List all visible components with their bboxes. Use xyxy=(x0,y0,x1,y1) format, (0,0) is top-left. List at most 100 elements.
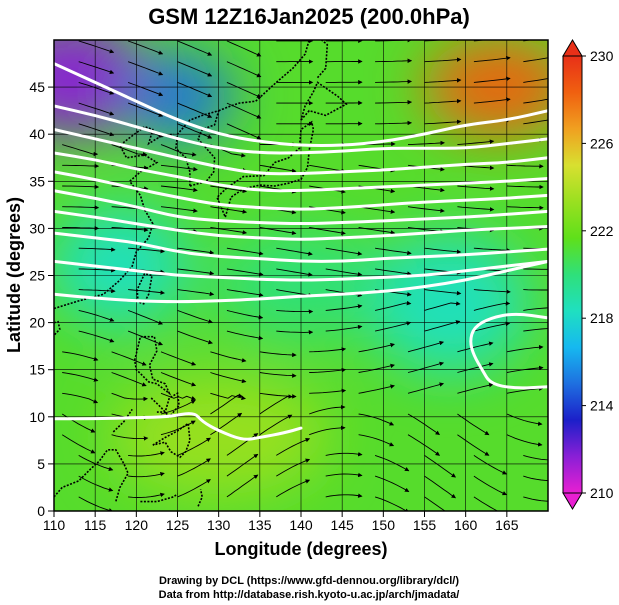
streamline xyxy=(177,123,213,139)
x-tick-label: 130 xyxy=(207,517,231,533)
streamline xyxy=(128,247,165,254)
y-tick-label: 15 xyxy=(29,362,45,378)
streamline xyxy=(523,328,548,332)
streamline xyxy=(407,140,445,146)
streamline xyxy=(424,119,462,125)
y-tick-label: 45 xyxy=(29,79,45,95)
streamline xyxy=(473,496,499,511)
white-contour-5 xyxy=(54,189,548,225)
credit-data: Data from http://database.rish.kyoto-u.a… xyxy=(159,589,460,601)
streamline xyxy=(226,123,262,140)
white-contour-1 xyxy=(54,104,548,155)
streamline xyxy=(259,394,293,415)
colorbar-tick-label: 218 xyxy=(590,310,614,326)
coastlines xyxy=(54,40,348,507)
streamline xyxy=(78,81,115,95)
streamline xyxy=(127,330,163,346)
streamline xyxy=(226,433,259,456)
streamline xyxy=(160,185,198,193)
streamline xyxy=(375,79,413,84)
streamline xyxy=(62,144,99,157)
streamline xyxy=(177,268,215,276)
streamline xyxy=(473,76,511,83)
streamline xyxy=(375,120,413,126)
streamline xyxy=(473,97,511,104)
streamline xyxy=(473,55,511,63)
streamline xyxy=(127,61,164,76)
streamline xyxy=(358,342,395,353)
streamline xyxy=(259,414,293,436)
streamline xyxy=(127,40,164,55)
coastline-manchuria xyxy=(218,40,310,112)
white-contour-subtropical xyxy=(469,312,548,390)
streamline xyxy=(375,247,412,256)
colorbar-tick-label: 214 xyxy=(590,398,614,414)
streamline xyxy=(160,420,196,436)
x-axis-title: Longitude (degrees) xyxy=(214,539,387,559)
streamline xyxy=(424,301,461,311)
streamline xyxy=(407,361,445,373)
streamline xyxy=(160,372,197,387)
streamline xyxy=(226,81,262,98)
streamline xyxy=(424,78,462,83)
y-tick-label: 30 xyxy=(29,220,45,236)
streamline xyxy=(61,434,96,454)
streamline xyxy=(177,309,213,324)
colorbar-min-arrow xyxy=(562,492,583,510)
streamline xyxy=(259,372,297,378)
streamline xyxy=(226,309,264,320)
streamline xyxy=(457,434,490,456)
streamline xyxy=(127,102,164,117)
streamline xyxy=(523,119,548,125)
field-region-orange-high xyxy=(423,40,548,138)
streamline xyxy=(325,451,363,457)
streamline xyxy=(78,268,116,273)
streamline xyxy=(276,268,313,277)
colorbar-tick-label: 210 xyxy=(590,485,614,501)
x-tick-label: 145 xyxy=(330,517,354,533)
y-tick-label: 10 xyxy=(29,409,45,425)
colorbar: 210 214 218 222 226 230 xyxy=(562,39,614,510)
streamline xyxy=(407,206,445,213)
streamline xyxy=(457,362,494,373)
streamline xyxy=(523,307,548,311)
streamline xyxy=(226,453,259,477)
x-tick-label: 120 xyxy=(125,517,149,533)
streamline xyxy=(457,206,495,212)
streamline xyxy=(226,289,264,297)
field-region-magenta-low xyxy=(54,40,146,138)
y-tick-label: 40 xyxy=(29,126,45,142)
streamline xyxy=(473,475,507,496)
streamline xyxy=(226,474,259,498)
streamline xyxy=(424,57,462,63)
streamline xyxy=(358,384,395,394)
streamline xyxy=(226,247,264,256)
streamline xyxy=(374,496,410,511)
streamline xyxy=(62,392,99,404)
streamline xyxy=(523,454,548,461)
streamline xyxy=(325,268,363,277)
coastline-borneo xyxy=(54,448,129,502)
streamline xyxy=(128,451,165,457)
streamline xyxy=(375,268,412,276)
streamline xyxy=(62,184,100,190)
streamline xyxy=(457,383,494,394)
streamline xyxy=(407,340,445,353)
white-contour-8 xyxy=(54,259,548,282)
streamline xyxy=(424,496,446,511)
coastline-luzon xyxy=(133,335,172,396)
coastline-halmahera xyxy=(197,489,204,507)
y-axis-ticks: 0 5 10 15 20 25 30 35 40 45 xyxy=(29,79,54,519)
streamline xyxy=(358,413,395,426)
streamline xyxy=(506,386,544,394)
streamline xyxy=(177,61,213,77)
streamline xyxy=(523,98,548,104)
streamline xyxy=(473,455,507,475)
white-contour-9 xyxy=(54,259,548,304)
white-contour-7 xyxy=(54,231,548,263)
streamline xyxy=(325,324,363,332)
streamline xyxy=(457,413,490,436)
streamline xyxy=(374,475,410,492)
credit-drawing: Drawing by DCL (https://www.gfd-dennou.o… xyxy=(159,575,459,587)
streamline xyxy=(259,392,297,399)
